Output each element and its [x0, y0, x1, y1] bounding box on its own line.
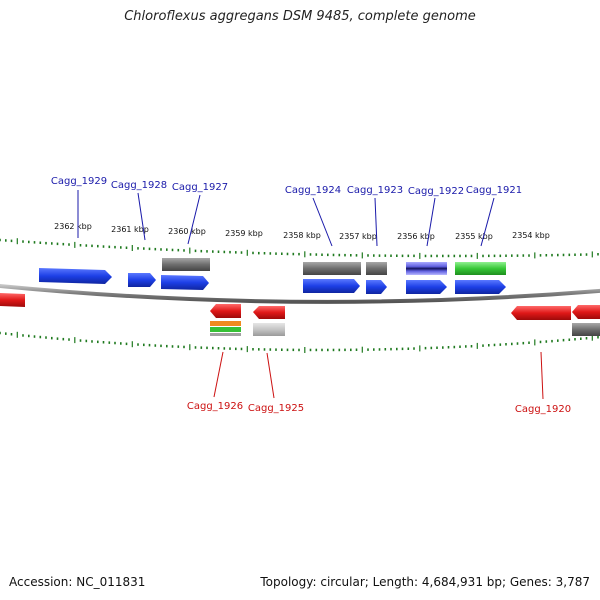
accession-label: Accession: NC_011831: [9, 575, 146, 589]
kbp-scale: 2362 kbp 2361 kbp 2360 kbp 2359 kbp 2358…: [54, 222, 550, 241]
gene-arrow-cagg-1920[interactable]: [511, 306, 571, 320]
gene-box-cagg-1926-orange[interactable]: [210, 321, 241, 326]
gene-label-cagg-1926[interactable]: Cagg_1926: [187, 401, 243, 412]
gene-label-cagg-1929[interactable]: Cagg_1929: [51, 176, 107, 187]
gene-arrow-cagg-1921[interactable]: [455, 280, 506, 294]
kbp-label: 2357 kbp: [339, 232, 377, 241]
gene-label-cagg-1927[interactable]: Cagg_1927: [172, 182, 228, 193]
gene-label-cagg-1924[interactable]: Cagg_1924: [285, 185, 341, 196]
kbp-label: 2358 kbp: [283, 231, 321, 240]
kbp-label: 2354 kbp: [512, 231, 550, 240]
gene-box-cagg-1926-green[interactable]: [210, 327, 241, 332]
gene-box-edge-right-rna[interactable]: [572, 323, 600, 336]
tick-row-top: [0, 238, 599, 259]
gene-arrow-cagg-1926[interactable]: [210, 304, 241, 318]
genome-backbone: [0, 283, 600, 304]
kbp-label: 2356 kbp: [397, 232, 435, 241]
topology-label: Topology: circular; Length: 4,684,931 bp…: [260, 575, 590, 589]
gene-arrow-cagg-1927[interactable]: [161, 275, 209, 290]
forward-strand-features: [39, 258, 506, 294]
gene-label-cagg-1920[interactable]: Cagg_1920: [515, 404, 571, 415]
gene-arrow-cagg-1929[interactable]: [39, 268, 112, 284]
gene-box-cagg-1923-rna[interactable]: [366, 262, 387, 275]
leader-lines: [77, 190, 544, 400]
gene-arrow-cagg-1925[interactable]: [253, 306, 285, 319]
gene-box-cagg-1921-rna[interactable]: [455, 262, 506, 275]
gene-box-cagg-1922-rna[interactable]: [406, 262, 447, 275]
gene-arrow-cagg-1923[interactable]: [366, 280, 387, 294]
kbp-label: 2360 kbp: [168, 227, 206, 236]
reverse-strand-features: [0, 293, 600, 336]
gene-box-cagg-1926-gray[interactable]: [210, 333, 241, 336]
kbp-label: 2359 kbp: [225, 229, 263, 238]
gene-arrow-edge-right[interactable]: [572, 305, 600, 319]
gene-arrow-cagg-1924[interactable]: [303, 279, 360, 293]
gene-label-cagg-1921[interactable]: Cagg_1921: [466, 185, 522, 196]
gene-label-cagg-1922[interactable]: Cagg_1922: [408, 186, 464, 197]
gene-arrow-edge-left[interactable]: [0, 293, 25, 307]
gene-label-cagg-1925[interactable]: Cagg_1925: [248, 403, 304, 414]
gene-label-cagg-1928[interactable]: Cagg_1928: [111, 180, 167, 191]
kbp-label: 2355 kbp: [455, 232, 493, 241]
tick-row-bottom: [0, 331, 599, 353]
gene-box-cagg-1924-rna[interactable]: [303, 262, 361, 275]
gene-box-cagg-1927-rna[interactable]: [162, 258, 210, 271]
kbp-label: 2362 kbp: [54, 222, 92, 231]
gene-arrow-cagg-1928[interactable]: [128, 273, 156, 287]
gene-arrow-cagg-1922[interactable]: [406, 280, 447, 294]
gene-box-cagg-1925-rna[interactable]: [253, 323, 285, 336]
kbp-label: 2361 kbp: [111, 225, 149, 234]
gene-label-cagg-1923[interactable]: Cagg_1923: [347, 185, 403, 196]
genome-title: Chloroflexus aggregans DSM 9485, complet…: [124, 9, 476, 24]
